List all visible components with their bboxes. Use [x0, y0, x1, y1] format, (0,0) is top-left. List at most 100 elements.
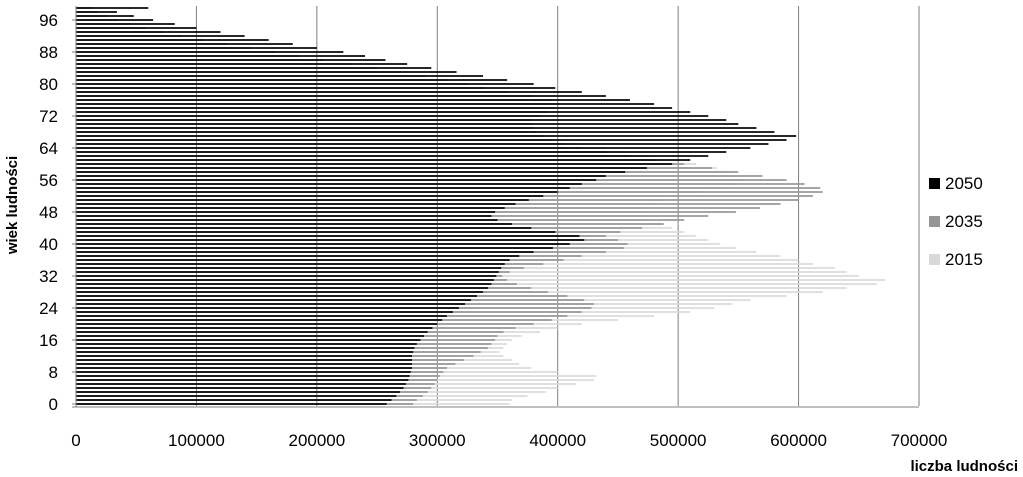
bars [76, 7, 886, 405]
bar-2050-age-21 [76, 319, 443, 321]
x-axis-title: liczba ludności [910, 458, 1018, 475]
legend-label-2035: 2035 [945, 212, 983, 231]
y-axis-title: wiek ludności [4, 156, 21, 255]
bar-2050-age-32 [76, 275, 497, 277]
bar-2050-age-87 [76, 55, 366, 57]
bar-2050-age-40 [76, 243, 570, 245]
bar-2050-age-37 [76, 255, 520, 257]
grid-lines [195, 6, 920, 406]
bar-2050-age-3 [76, 391, 400, 393]
bar-2050-age-41 [76, 239, 585, 241]
bar-2050-age-22 [76, 315, 447, 317]
bar-2050-age-65 [76, 143, 769, 145]
bar-2050-age-16 [76, 339, 421, 341]
bar-2050-age-50 [76, 203, 516, 205]
bar-2050-age-6 [76, 379, 409, 381]
bar-2050-age-54 [76, 187, 570, 189]
bar-2050-age-26 [76, 299, 472, 301]
y-tick-label: 80 [39, 75, 58, 94]
y-tick-label: 0 [49, 395, 58, 414]
y-tick-label: 48 [39, 203, 58, 222]
bar-2050-age-56 [76, 179, 597, 181]
bar-2050-age-99 [76, 7, 149, 9]
bar-2050-age-17 [76, 335, 425, 337]
bar-2050-age-4 [76, 387, 404, 389]
bar-2050-age-64 [76, 147, 751, 149]
bar-2050-age-7 [76, 375, 410, 377]
bar-2050-age-61 [76, 159, 691, 161]
bar-2050-age-5 [76, 383, 406, 385]
bar-2050-age-2 [76, 395, 397, 397]
bar-2050-age-1 [76, 399, 392, 401]
y-tick-label: 24 [39, 299, 58, 318]
bar-2050-age-18 [76, 331, 428, 333]
bar-2050-age-71 [76, 119, 727, 121]
bar-2050-age-20 [76, 323, 438, 325]
bar-2050-age-96 [76, 19, 154, 21]
bar-2050-age-23 [76, 311, 453, 313]
bar-2050-age-13 [76, 351, 414, 353]
bar-2050-age-63 [76, 151, 727, 153]
y-tick-label: 88 [39, 43, 58, 62]
y-tick-label: 40 [39, 235, 58, 254]
bar-2050-age-27 [76, 295, 478, 297]
bar-2050-age-25 [76, 303, 465, 305]
bar-2050-age-93 [76, 31, 221, 33]
legend-label-2015: 2015 [945, 250, 983, 269]
bar-2050-age-31 [76, 279, 494, 281]
bar-2050-age-94 [76, 27, 197, 29]
bar-2050-age-74 [76, 107, 673, 109]
bar-2050-age-92 [76, 35, 245, 37]
bar-2050-age-35 [76, 263, 505, 265]
x-tick-label: 100000 [168, 431, 225, 450]
bar-2050-age-83 [76, 71, 457, 73]
bar-2050-age-30 [76, 283, 492, 285]
bar-2050-age-10 [76, 363, 412, 365]
bar-2050-age-80 [76, 83, 534, 85]
y-tick-label: 8 [49, 363, 58, 382]
y-tick-label: 64 [39, 139, 58, 158]
bar-2050-age-0 [76, 403, 387, 405]
bar-2050-age-19 [76, 327, 433, 329]
bar-2050-age-12 [76, 355, 412, 357]
y-tick-label: 72 [39, 107, 58, 126]
legend: 2050 2035 2015 [929, 174, 983, 269]
y-tick-label: 96 [39, 11, 58, 30]
x-tick-label: 0 [71, 431, 80, 450]
bar-2050-age-78 [76, 91, 582, 93]
bar-2050-age-70 [76, 123, 739, 125]
x-tick-label: 300000 [409, 431, 466, 450]
y-tick-label: 32 [39, 267, 58, 286]
bar-2050-age-68 [76, 131, 775, 133]
bar-2050-age-95 [76, 23, 175, 25]
x-tick-label: 500000 [650, 431, 707, 450]
bar-2050-age-33 [76, 271, 499, 273]
bar-2050-age-85 [76, 63, 408, 65]
bar-2050-age-14 [76, 347, 415, 349]
bar-2050-age-88 [76, 51, 344, 53]
bar-2050-age-39 [76, 247, 553, 249]
bar-2050-age-62 [76, 155, 709, 157]
bar-2050-age-15 [76, 343, 417, 345]
bar-2050-age-29 [76, 287, 488, 289]
bar-2050-age-79 [76, 87, 556, 89]
bar-2050-age-9 [76, 367, 412, 369]
bar-2050-age-98 [76, 11, 117, 13]
bar-2050-age-77 [76, 95, 606, 97]
bar-2050-age-28 [76, 291, 484, 293]
bar-2050-age-42 [76, 235, 580, 237]
y-tick-labels: 0 8 16 24 32 40 48 56 64 72 80 88 96 [39, 11, 76, 414]
bar-2050-age-53 [76, 191, 558, 193]
bar-2050-age-46 [76, 219, 498, 221]
bar-2050-age-66 [76, 139, 787, 141]
legend-swatch-2050 [929, 178, 940, 189]
y-tick-label: 16 [39, 331, 58, 350]
bar-2050-age-8 [76, 371, 411, 373]
bar-2050-age-45 [76, 223, 512, 225]
bar-2050-age-86 [76, 59, 386, 61]
bar-2050-age-90 [76, 43, 293, 45]
bar-2050-age-72 [76, 115, 709, 117]
bar-2050-age-55 [76, 183, 582, 185]
x-tick-labels: 0 100000 200000 300000 400000 500000 600000 700… [71, 431, 947, 450]
